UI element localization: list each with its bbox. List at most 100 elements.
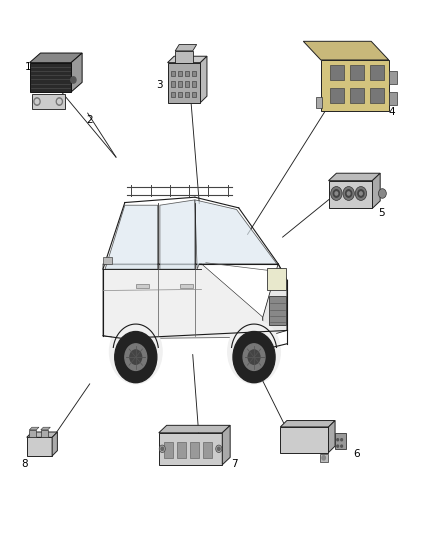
Bar <box>203 442 212 458</box>
Polygon shape <box>29 427 39 430</box>
Bar <box>192 82 196 86</box>
Circle shape <box>358 190 364 197</box>
Bar <box>180 284 193 288</box>
Circle shape <box>233 332 275 383</box>
Circle shape <box>217 447 220 450</box>
Polygon shape <box>27 432 57 437</box>
Bar <box>350 65 364 80</box>
Bar <box>178 82 182 86</box>
Circle shape <box>337 445 339 447</box>
Circle shape <box>335 192 338 195</box>
Circle shape <box>378 189 386 198</box>
Text: 1: 1 <box>25 62 32 71</box>
Bar <box>315 97 321 108</box>
Bar <box>389 70 397 84</box>
Bar <box>192 70 196 76</box>
Circle shape <box>125 344 147 370</box>
Bar <box>190 442 199 458</box>
Circle shape <box>346 190 352 197</box>
Bar <box>370 65 384 80</box>
Polygon shape <box>30 53 82 63</box>
Polygon shape <box>303 42 389 60</box>
Text: 5: 5 <box>378 208 385 218</box>
Circle shape <box>58 99 61 103</box>
Circle shape <box>341 445 343 447</box>
Polygon shape <box>222 425 230 465</box>
Circle shape <box>337 439 339 441</box>
Circle shape <box>355 187 367 200</box>
Text: 3: 3 <box>156 80 163 90</box>
Bar <box>335 433 346 449</box>
Polygon shape <box>167 56 207 63</box>
Text: 8: 8 <box>21 459 28 469</box>
Bar <box>167 63 200 102</box>
Circle shape <box>71 77 76 83</box>
Polygon shape <box>52 432 57 456</box>
Circle shape <box>243 344 265 370</box>
Circle shape <box>130 350 141 364</box>
Bar <box>178 70 182 76</box>
Bar <box>164 442 173 458</box>
Circle shape <box>115 332 157 383</box>
Polygon shape <box>41 427 50 430</box>
Bar <box>320 454 328 462</box>
Polygon shape <box>159 425 230 433</box>
Circle shape <box>333 190 339 197</box>
Bar <box>280 427 328 453</box>
Bar <box>192 92 196 97</box>
Text: 2: 2 <box>86 115 93 125</box>
Circle shape <box>215 445 222 453</box>
Bar <box>136 284 149 288</box>
Circle shape <box>341 439 343 441</box>
Bar <box>330 65 344 80</box>
Bar <box>184 92 189 97</box>
Polygon shape <box>103 264 263 338</box>
Bar <box>170 82 175 86</box>
Bar <box>177 442 186 458</box>
Bar <box>321 60 389 111</box>
Text: 7: 7 <box>231 459 238 469</box>
Bar <box>170 70 175 76</box>
Bar <box>178 92 182 97</box>
Bar <box>267 268 286 290</box>
Bar <box>170 92 175 97</box>
Polygon shape <box>175 45 197 51</box>
Bar <box>184 70 189 76</box>
Polygon shape <box>328 421 335 453</box>
Circle shape <box>347 192 350 195</box>
Polygon shape <box>263 264 287 337</box>
Polygon shape <box>328 173 380 181</box>
Polygon shape <box>105 205 158 269</box>
Polygon shape <box>280 421 335 427</box>
Circle shape <box>34 98 40 106</box>
Bar <box>328 181 372 208</box>
Bar <box>269 296 286 325</box>
Circle shape <box>228 320 280 384</box>
Bar <box>184 82 189 86</box>
Circle shape <box>343 187 354 200</box>
Bar <box>330 87 344 102</box>
Circle shape <box>360 192 362 195</box>
Circle shape <box>322 456 325 460</box>
Text: 6: 6 <box>353 449 360 459</box>
Bar <box>103 257 112 264</box>
Bar <box>30 62 71 92</box>
Polygon shape <box>372 173 380 208</box>
Bar <box>159 433 222 465</box>
Circle shape <box>35 99 39 103</box>
Circle shape <box>110 320 162 384</box>
Circle shape <box>159 445 166 453</box>
Bar <box>175 51 193 63</box>
Bar <box>389 92 397 106</box>
Polygon shape <box>71 53 82 92</box>
Bar <box>350 87 364 102</box>
Bar <box>32 94 65 109</box>
Bar <box>370 87 384 102</box>
Polygon shape <box>200 56 207 102</box>
Bar <box>41 430 48 437</box>
Bar <box>27 437 52 456</box>
Circle shape <box>331 187 342 200</box>
Circle shape <box>56 98 63 106</box>
Polygon shape <box>160 200 195 269</box>
Circle shape <box>248 350 260 364</box>
